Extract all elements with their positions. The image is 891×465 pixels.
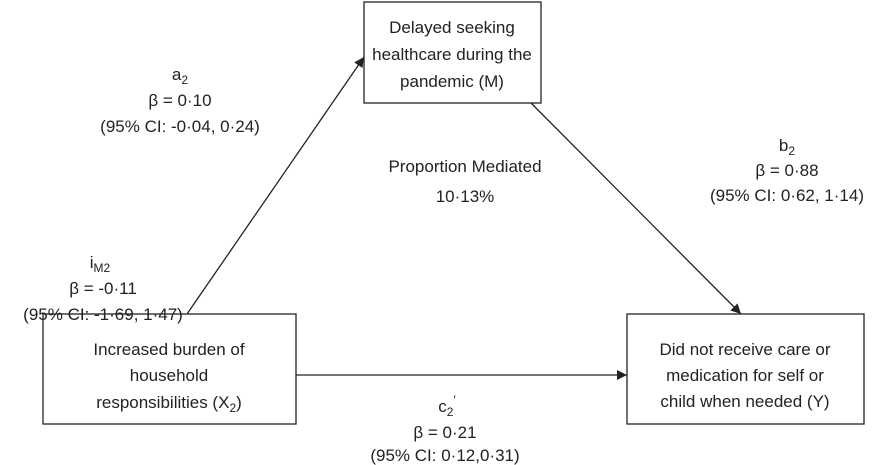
node-label: healthcare during the bbox=[372, 45, 532, 64]
text: responsibilities (X bbox=[96, 393, 229, 412]
subscript: M2 bbox=[94, 261, 111, 275]
node-label: pandemic (M) bbox=[400, 72, 504, 91]
ci: (95% CI: -0·04, 0·24) bbox=[100, 117, 260, 136]
node-label: Increased burden of bbox=[93, 340, 244, 359]
node-label: child when needed (Y) bbox=[660, 392, 829, 411]
subscript: 2 bbox=[181, 73, 188, 87]
beta: β = 0·10 bbox=[148, 91, 211, 110]
arrow-m-y bbox=[530, 102, 742, 315]
text: a bbox=[172, 65, 182, 84]
path-symbol: c2′ bbox=[438, 393, 456, 419]
proportion-label: Proportion Mediated bbox=[388, 157, 541, 176]
subscript: 2 bbox=[229, 401, 236, 415]
node-label: household bbox=[130, 366, 208, 385]
text: c bbox=[438, 397, 447, 416]
ci: (95% CI: -1·69, 1·47) bbox=[23, 305, 183, 324]
ci: (95% CI: 0·62, 1·14) bbox=[710, 186, 864, 205]
node-label: Delayed seeking bbox=[389, 18, 515, 37]
superscript: ′ bbox=[453, 393, 456, 407]
text: b bbox=[779, 136, 788, 155]
beta: β = 0·21 bbox=[413, 423, 476, 442]
subscript: 2 bbox=[447, 405, 454, 419]
text: i bbox=[90, 253, 94, 272]
path-symbol: iM2 bbox=[90, 253, 111, 275]
subscript: 2 bbox=[788, 144, 795, 158]
path-symbol: a2 bbox=[172, 65, 188, 87]
node-label: responsibilities (X2) bbox=[96, 393, 242, 415]
text: ) bbox=[236, 393, 242, 412]
node-label: medication for self or bbox=[666, 366, 824, 385]
node-x bbox=[42, 313, 297, 425]
node-label: Did not receive care or bbox=[659, 340, 830, 359]
path-symbol: b2 bbox=[779, 136, 795, 158]
beta: β = -0·11 bbox=[69, 279, 137, 298]
node-y bbox=[626, 313, 865, 425]
node-m bbox=[363, 1, 542, 104]
ci: (95% CI: 0·12,0·31) bbox=[370, 446, 519, 465]
beta: β = 0·88 bbox=[755, 161, 818, 180]
proportion-value: 10·13% bbox=[436, 187, 495, 206]
arrow-x-m bbox=[186, 56, 365, 315]
